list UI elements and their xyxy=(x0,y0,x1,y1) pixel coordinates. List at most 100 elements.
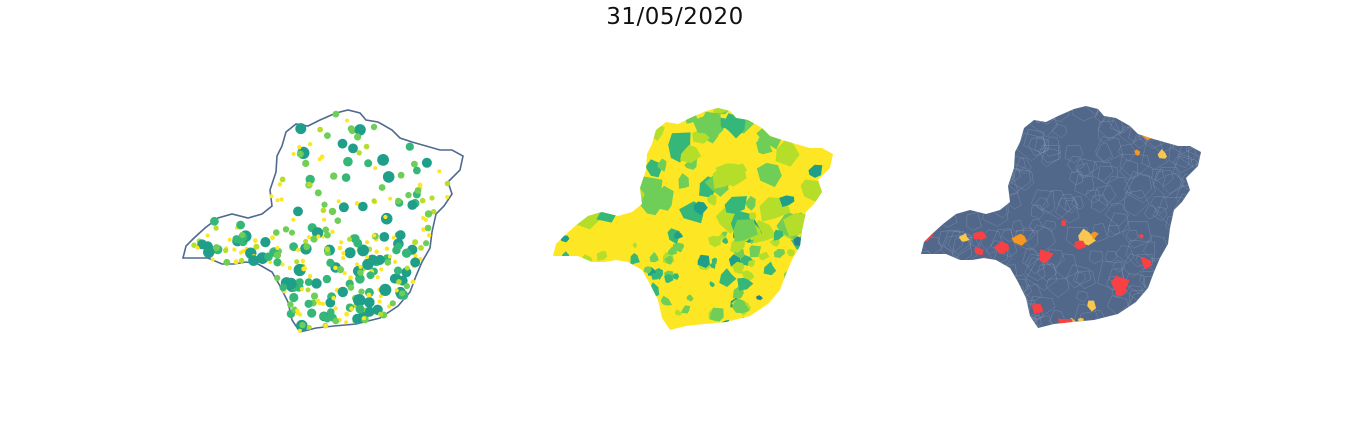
municipality-border xyxy=(1088,250,1104,264)
city-bubble xyxy=(321,201,328,208)
municipality-border xyxy=(959,143,973,158)
municipality-border xyxy=(928,106,953,120)
city-bubble xyxy=(197,239,208,250)
city-bubble xyxy=(275,246,280,250)
municipality-patch xyxy=(608,311,618,321)
risk-patch xyxy=(947,313,959,324)
municipality-patch xyxy=(773,248,785,258)
municipality-border xyxy=(969,157,985,173)
municipality-patch xyxy=(678,173,690,189)
municipality-patch xyxy=(724,196,747,214)
city-bubble xyxy=(378,294,383,299)
city-bubble xyxy=(364,306,375,317)
municipality-patch xyxy=(798,324,813,330)
municipality-border xyxy=(921,300,943,324)
municipality-border xyxy=(1177,138,1201,167)
municipality-patch xyxy=(589,166,613,194)
municipality-border xyxy=(976,133,1006,162)
municipality-patch xyxy=(713,108,733,114)
city-bubble xyxy=(444,180,451,187)
municipality-border xyxy=(1190,106,1201,119)
municipality-border xyxy=(1015,158,1032,175)
city-bubble xyxy=(377,299,382,304)
municipality-border xyxy=(1112,260,1126,273)
municipality-patch xyxy=(769,108,779,115)
city-bubble xyxy=(279,197,284,202)
risk-patch xyxy=(1156,120,1167,132)
municipality-border xyxy=(1001,229,1014,242)
municipality-border xyxy=(1065,264,1091,288)
municipality-patch xyxy=(737,277,754,291)
municipality-border xyxy=(1033,315,1055,328)
municipality-border xyxy=(1160,119,1174,133)
municipality-border xyxy=(1101,176,1132,207)
municipality-patch xyxy=(709,281,715,288)
city-bubble xyxy=(296,278,304,286)
municipality-border xyxy=(921,210,936,227)
city-bubble xyxy=(372,233,377,238)
municipality-patch xyxy=(629,323,642,330)
city-bubble xyxy=(303,238,309,244)
municipality-patch xyxy=(583,118,595,128)
risk-patch xyxy=(1031,303,1044,314)
city-bubble xyxy=(355,304,365,314)
city-bubble xyxy=(379,232,390,242)
municipality-patch xyxy=(771,320,790,330)
city-bubble xyxy=(333,306,338,311)
city-bubble xyxy=(301,266,307,272)
municipality-patch xyxy=(722,113,746,139)
city-bubble xyxy=(356,150,362,156)
municipality-border xyxy=(966,212,982,231)
municipality-border xyxy=(1124,273,1146,294)
risk-patch xyxy=(988,264,998,273)
city-bubble xyxy=(296,247,301,253)
municipality-patch xyxy=(693,201,708,216)
city-bubble xyxy=(260,237,271,248)
city-bubble xyxy=(397,171,405,179)
municipality-patch xyxy=(636,176,663,204)
municipality-border xyxy=(1091,161,1114,182)
municipality-patch xyxy=(709,262,716,269)
city-bubble xyxy=(330,172,338,180)
municipality-border xyxy=(1162,254,1179,270)
municipality-patch xyxy=(649,251,659,263)
city-bubble xyxy=(241,249,246,254)
municipality-border xyxy=(1151,169,1164,181)
municipality-border xyxy=(1144,106,1168,116)
city-bubble xyxy=(317,301,322,306)
municipality-patch xyxy=(751,108,770,126)
municipality-patch xyxy=(555,115,590,140)
municipality-border xyxy=(942,113,968,138)
city-bubble xyxy=(306,324,312,330)
municipality-border xyxy=(951,265,965,279)
city-bubble xyxy=(389,300,396,307)
municipality-patch xyxy=(686,294,694,302)
municipality-patch xyxy=(800,232,814,248)
municipality-patch xyxy=(784,270,797,283)
municipality-patch xyxy=(817,270,832,282)
municipality-patch xyxy=(625,150,646,168)
municipality-patch xyxy=(585,132,606,149)
municipality-patch xyxy=(732,261,745,274)
municipality-border xyxy=(1051,123,1067,139)
city-bubble xyxy=(405,191,412,199)
city-bubble xyxy=(382,171,395,183)
municipality-patch xyxy=(763,261,777,276)
municipality-border xyxy=(978,192,999,212)
city-bubble xyxy=(248,255,259,266)
city-bubble xyxy=(287,266,292,270)
municipality-patch xyxy=(654,268,663,280)
city-bubble xyxy=(280,262,285,267)
city-bubble xyxy=(273,258,282,267)
municipality-border xyxy=(981,261,996,277)
municipality-patch xyxy=(609,159,622,171)
municipality-patch xyxy=(747,260,755,268)
risk-patch xyxy=(1137,311,1145,319)
municipality-patch xyxy=(681,305,691,314)
municipality-border xyxy=(1173,154,1193,173)
municipality-border xyxy=(1154,170,1174,187)
municipality-patch xyxy=(784,108,795,112)
city-bubble xyxy=(316,234,321,239)
municipality-border xyxy=(1152,167,1185,198)
city-bubble xyxy=(210,216,219,226)
